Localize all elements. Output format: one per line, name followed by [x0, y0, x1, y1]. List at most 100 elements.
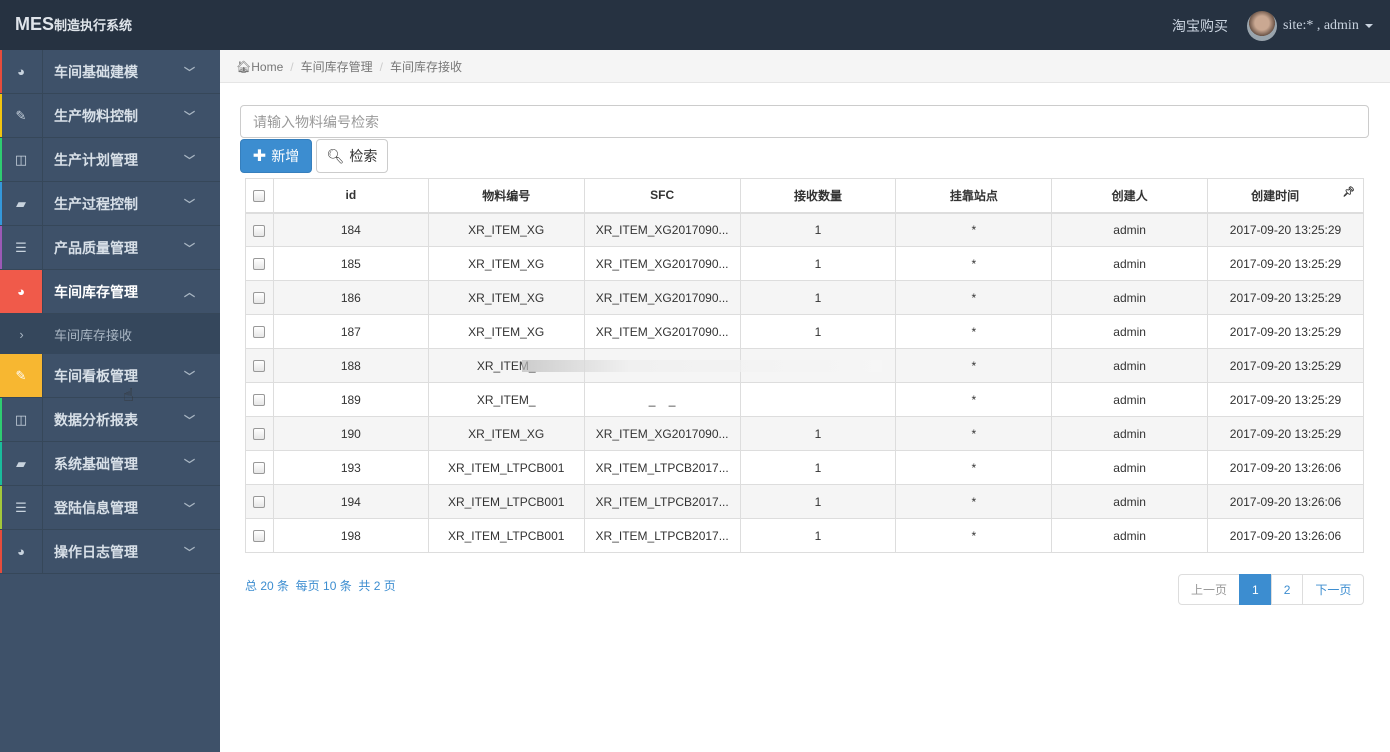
sidebar-item[interactable]: ✎ 生产物料控制 ﹀: [0, 94, 220, 138]
table-cell: admin: [1051, 246, 1209, 281]
table-row[interactable]: 194 XR_ITEM_LTPCB001 XR_ITEM_LTPCB2017... 1…: [245, 484, 1364, 519]
table-cell: XR_ITEM_XG: [427, 246, 585, 281]
page-2-button[interactable]: 2: [1270, 574, 1304, 605]
column-label: 创建人: [1111, 188, 1148, 203]
row-checkbox[interactable]: [253, 496, 266, 509]
table-cell: XR_ITEM_LTPCB001: [427, 484, 585, 519]
table-cell: *: [895, 280, 1053, 315]
sidebar-item[interactable]: ◫ 生产计划管理 ﹀: [0, 138, 220, 182]
column-header[interactable]: 挂靠站点: [895, 178, 1053, 214]
pagination-summary: 总 20 条 每页 10 条 共 2 页: [245, 579, 396, 593]
table-cell: 188: [272, 348, 429, 383]
sidebar-item-label: 生产计划管理: [54, 151, 138, 168]
sidebar-item[interactable]: ▰ 生产过程控制 ﹀: [0, 182, 220, 226]
table-cell: 2017-09-20 13:26:06: [1207, 518, 1364, 553]
table-cell: 185: [272, 246, 429, 281]
table-cell: admin: [1051, 416, 1209, 451]
row-checkbox[interactable]: [253, 258, 266, 271]
item-edge: [0, 486, 2, 529]
chevron-down-icon: ﹀: [184, 198, 195, 211]
table-cell: XR_ITEM_: [427, 348, 585, 383]
material-search-input[interactable]: [240, 105, 1369, 138]
sidebar-item[interactable]: ◫ 数据分析报表 ﹀: [0, 398, 220, 442]
row-select-cell: [245, 416, 274, 451]
column-header[interactable]: 物料编号: [427, 178, 585, 214]
table-cell: XR_ITEM_XG2017090...: [583, 212, 741, 247]
row-checkbox[interactable]: [253, 360, 266, 373]
item-edge: [0, 138, 2, 181]
table-cell: 194: [272, 484, 429, 519]
table-row[interactable]: 189 XR_ITEM_ _ _ * admin 2017-09-20 13:25:29: [245, 382, 1364, 417]
table-cell: *: [895, 314, 1053, 349]
item-edge: [0, 270, 2, 313]
column-header[interactable]: 创建人: [1051, 178, 1209, 214]
row-checkbox[interactable]: [253, 394, 266, 407]
table-cell: XR_ITEM_: [427, 382, 585, 417]
table-row[interactable]: 187 XR_ITEM_XG XR_ITEM_XG2017090... 1 * admin…: [245, 314, 1364, 349]
table-cell: *: [895, 416, 1053, 451]
breadcrumb-home[interactable]: Home: [251, 60, 284, 74]
table-cell: XR_ITEM_XG: [427, 416, 585, 451]
table-cell: *: [895, 212, 1053, 247]
breadcrumb: 🏠︎Home / 车间库存管理 / 车间库存接收: [220, 50, 1390, 83]
search-button[interactable]: 🔍︎ 检索: [316, 139, 388, 173]
taobao-buy-link[interactable]: 淘宝购买: [1172, 18, 1228, 34]
pin-icon[interactable]: 📌︎: [1342, 186, 1355, 198]
columns-icon: ◫: [0, 398, 43, 441]
column-header[interactable]: 创建时间 📌︎: [1207, 178, 1364, 214]
column-header[interactable]: SFC: [583, 178, 741, 214]
table-cell: 1: [739, 416, 897, 451]
table-row[interactable]: 186 XR_ITEM_XG XR_ITEM_XG2017090... 1 * admin…: [245, 280, 1364, 315]
chevron-down-icon: ﹀: [184, 414, 195, 427]
table-cell: 2017-09-20 13:25:29: [1207, 280, 1364, 315]
table-row[interactable]: 193 XR_ITEM_LTPCB001 XR_ITEM_LTPCB2017... 1…: [245, 450, 1364, 485]
sidebar-item[interactable]: ◕ 车间库存管理 ︿: [0, 270, 220, 314]
column-header[interactable]: id: [272, 178, 429, 214]
user-menu[interactable]: site:* , admin: [1247, 11, 1373, 41]
row-checkbox[interactable]: [253, 326, 266, 339]
row-select-cell: [245, 518, 274, 553]
page-1-button[interactable]: 1: [1239, 574, 1272, 605]
search-icon: 🔍︎: [326, 147, 345, 164]
row-checkbox[interactable]: [253, 224, 266, 237]
table-row[interactable]: 184 XR_ITEM_XG XR_ITEM_XG2017090... 1 * admin…: [245, 212, 1364, 247]
sidebar-item[interactable]: ☰ 产品质量管理 ﹀: [0, 226, 220, 270]
column-header[interactable]: 接收数量: [739, 178, 897, 214]
next-page-button[interactable]: 下一页: [1302, 574, 1365, 605]
sidebar-item[interactable]: ✎ 车间看板管理 ﹀: [0, 354, 220, 398]
table-cell: *: [895, 518, 1053, 553]
brand-logo[interactable]: MES制造执行系统: [15, 14, 132, 35]
row-checkbox[interactable]: [253, 530, 266, 543]
row-checkbox[interactable]: [253, 428, 266, 441]
sidebar-item[interactable]: ☰ 登陆信息管理 ﹀: [0, 486, 220, 530]
sidebar-subitem[interactable]: › 车间库存接收: [0, 314, 220, 354]
hand-cursor-icon: ☝: [123, 385, 134, 405]
table-row[interactable]: 190 XR_ITEM_XG XR_ITEM_XG2017090... 1 * admin…: [245, 416, 1364, 451]
table-cell: 190: [272, 416, 429, 451]
table-cell: XR_ITEM_XG2017090...: [583, 280, 741, 315]
dashboard-icon: ◕: [0, 270, 43, 313]
table-cell: *: [895, 246, 1053, 281]
list-icon: ☰: [0, 486, 43, 529]
select-all-checkbox[interactable]: [253, 190, 266, 203]
prev-page-button[interactable]: 上一页: [1178, 574, 1241, 605]
add-button[interactable]: ✚ 新增: [240, 139, 312, 173]
table-row[interactable]: 185 XR_ITEM_XG XR_ITEM_XG2017090... 1 * admin…: [245, 246, 1364, 281]
table-cell: XR_ITEM_LTPCB2017...: [583, 518, 741, 553]
breadcrumb-inventory[interactable]: 车间库存管理: [300, 60, 373, 74]
sidebar-item[interactable]: ◕ 操作日志管理 ﹀: [0, 530, 220, 574]
table-cell: *: [895, 382, 1053, 417]
row-select-cell: [245, 280, 274, 315]
sidebar-item[interactable]: ▰ 系统基础管理 ﹀: [0, 442, 220, 486]
table-cell: 2017-09-20 13:26:06: [1207, 450, 1364, 485]
table-cell: 1: [739, 212, 897, 247]
sidebar-item[interactable]: ◕ 车间基础建模 ﹀: [0, 50, 220, 94]
add-label: 新增: [271, 148, 300, 164]
table-row[interactable]: 198 XR_ITEM_LTPCB001 XR_ITEM_LTPCB2017... 1…: [245, 518, 1364, 553]
row-checkbox[interactable]: [253, 292, 266, 305]
table-cell: 1: [739, 280, 897, 315]
table-cell: 186: [272, 280, 429, 315]
table-cell: admin: [1051, 484, 1209, 519]
row-checkbox[interactable]: [253, 462, 266, 475]
table-cell: 189: [272, 382, 429, 417]
